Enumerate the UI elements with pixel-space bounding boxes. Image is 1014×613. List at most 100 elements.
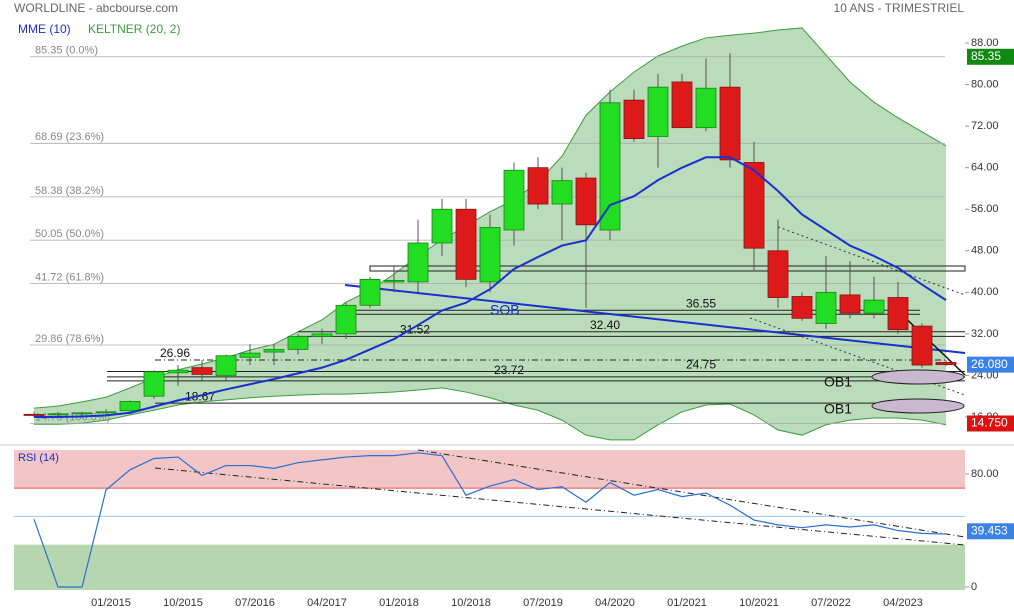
- overbought-zone: [14, 450, 965, 489]
- x-tick-label: 07/2019: [523, 597, 563, 609]
- candle-body: [527, 167, 549, 205]
- annotation: OB1: [824, 401, 852, 417]
- candle-body: [335, 304, 357, 335]
- candle-body: [815, 291, 837, 324]
- x-tick-label: 10/2021: [739, 597, 779, 609]
- candle-body: [911, 325, 933, 366]
- level-label: 24.75: [686, 358, 716, 372]
- trend-line: [344, 284, 966, 354]
- mme-line: [34, 156, 947, 418]
- fib-label: 58.38 (38.2%): [35, 185, 104, 197]
- candle-body: [695, 87, 717, 129]
- main-panel: 88.00 80.00 72.00 64.00 56.00 48.00 40.00 32.00…: [23, 27, 1014, 441]
- keltner-upper: [33, 27, 947, 409]
- price-tag-label: 14.750: [971, 416, 1008, 430]
- candle-body: [407, 242, 429, 283]
- panel-title: RSI (14): [18, 452, 59, 464]
- candle-body: [119, 401, 141, 412]
- trend-line: [417, 449, 966, 538]
- y-tick-label: 32.00: [971, 328, 999, 340]
- fib-label: 68.69 (23.6%): [35, 131, 104, 143]
- y-tick-label: 40.00: [971, 286, 999, 298]
- rsi-panel: RSI (14) 80.00 0 39.453: [14, 449, 1014, 593]
- chart-subtitle: 10 ANS - TRIMESTRIEL: [834, 1, 965, 15]
- candle-body: [287, 336, 309, 350]
- fib-label: 29.86 (78.6%): [35, 333, 104, 345]
- level-label: 32.40: [590, 318, 620, 332]
- value-tag-label: 39.453: [971, 523, 1008, 537]
- candle-body: [143, 371, 165, 397]
- candle-body: [599, 102, 621, 231]
- value-tag: [967, 523, 1014, 540]
- oversold-zone: [14, 544, 965, 590]
- zone-box: [369, 265, 966, 272]
- x-tick-label: 10/2018: [451, 597, 491, 609]
- candle-body: [263, 349, 285, 353]
- candle-body: [767, 250, 789, 298]
- x-tick-label: 07/2016: [235, 597, 275, 609]
- x-tick-label: 07/2022: [811, 597, 851, 609]
- x-tick-label: 04/2023: [883, 597, 923, 609]
- candle-body: [623, 99, 645, 139]
- level-label: 36.55: [686, 296, 716, 310]
- candle-body: [47, 413, 69, 416]
- level-label: 31.52: [400, 323, 430, 337]
- fib-label: 85.35 (0.0%): [35, 45, 98, 57]
- ob-zone: [871, 369, 965, 385]
- candle-body: [167, 369, 189, 374]
- rsi-line: [33, 452, 947, 588]
- y-tick-label: 0: [971, 581, 977, 593]
- legend-entry: MME (10): [18, 22, 71, 36]
- candle-body: [383, 279, 405, 283]
- chart-title: WORLDLINE - abcbourse.com: [14, 1, 178, 15]
- y-tick-label: 48.00: [971, 245, 999, 257]
- price-tag-label: 26.080: [971, 357, 1008, 371]
- x-tick-label: 01/2021: [667, 597, 707, 609]
- x-tick-label: 04/2017: [307, 597, 347, 609]
- candle-body: [71, 412, 93, 415]
- candle-body: [887, 297, 909, 331]
- price-tag: [967, 356, 1014, 373]
- candle-body: [95, 411, 117, 414]
- candle-body: [215, 355, 237, 376]
- y-tick-label: 80.00: [971, 78, 999, 90]
- candle-body: [503, 169, 525, 231]
- trend-line: [777, 226, 966, 296]
- candle-body: [239, 352, 261, 358]
- y-tick-label: 88.00: [971, 37, 999, 49]
- level-label: 23.72: [494, 363, 524, 377]
- candle-body: [23, 413, 45, 416]
- fib-label: 50.05 (50.0%): [35, 228, 104, 240]
- candle-body: [863, 299, 885, 314]
- candle-body: [935, 362, 957, 366]
- candle-body: [311, 333, 333, 337]
- x-tick-label: 01/2015: [91, 597, 131, 609]
- level-label: 26.96: [160, 346, 190, 360]
- legend-entry: KELTNER (20, 2): [88, 22, 180, 36]
- y-tick-label: 80.00: [971, 468, 999, 480]
- y-tick-label: 64.00: [971, 162, 999, 174]
- candle-body: [791, 296, 813, 319]
- x-tick-label: 01/2018: [379, 597, 419, 609]
- annotation: OB1: [824, 374, 852, 390]
- y-tick-label: 72.00: [971, 120, 999, 132]
- trend-line: [154, 467, 966, 546]
- candle-body: [575, 177, 597, 226]
- ob-zone: [871, 398, 965, 414]
- candle-body: [479, 227, 501, 283]
- candle-body: [191, 367, 213, 375]
- candle-body: [671, 81, 693, 129]
- price-tag: [967, 48, 1014, 65]
- x-tick-label: 04/2020: [595, 597, 635, 609]
- candle-body: [719, 86, 741, 161]
- annotation: SOB: [490, 302, 520, 318]
- price-tag: [967, 415, 1014, 432]
- y-tick-label: 56.00: [971, 203, 999, 215]
- candle-body: [839, 294, 861, 314]
- candle-body: [647, 86, 669, 137]
- candle-body: [551, 180, 573, 205]
- fib-label: 41.72 (61.8%): [35, 271, 104, 283]
- candle-body: [359, 278, 381, 306]
- x-tick-label: 10/2015: [163, 597, 203, 609]
